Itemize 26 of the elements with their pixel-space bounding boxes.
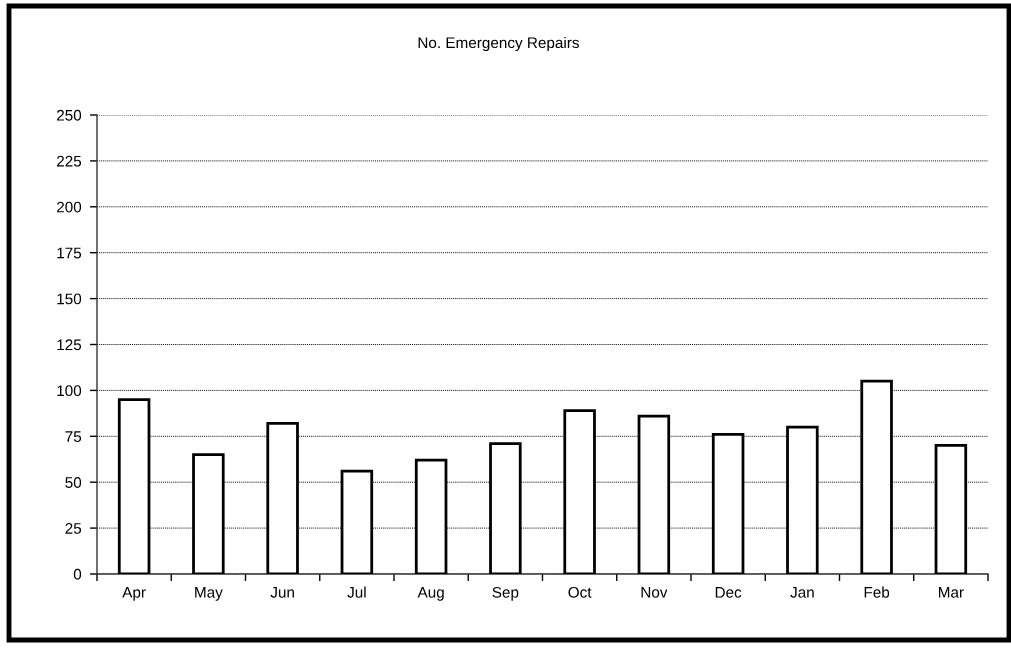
y-tick-label: 75 — [65, 431, 82, 442]
x-tick-label: Feb — [864, 586, 890, 598]
y-tick-label: 150 — [57, 293, 82, 305]
bar — [489, 442, 522, 574]
chart-title: No. Emergency Repairs — [418, 36, 579, 52]
bar — [860, 379, 893, 574]
x-tick-label: Nov — [641, 587, 668, 598]
x-tick-label: Aug — [417, 587, 444, 601]
y-tick-label: 50 — [65, 477, 82, 488]
x-tick-label: Mar — [938, 587, 964, 598]
x-tick-label: Jun — [270, 587, 294, 598]
x-tick-label: Apr — [122, 587, 146, 601]
y-tick-label: 125 — [57, 339, 82, 351]
y-tick-label: 200 — [57, 201, 82, 213]
y-tick-label: 100 — [57, 385, 82, 397]
y-tick-label: 25 — [65, 522, 82, 534]
x-tick-label: Jul — [347, 586, 366, 598]
x-tick-label: May — [195, 587, 223, 601]
y-tick-label: 0 — [73, 568, 82, 580]
x-tick-label: Sep — [492, 586, 519, 601]
y-tick-label: 250 — [57, 109, 82, 121]
y-tick-label: 225 — [57, 155, 82, 167]
y-tick-label: 175 — [57, 247, 82, 259]
x-tick-label: Dec — [715, 587, 742, 598]
x-tick-label: Jan — [790, 587, 814, 598]
x-tick-label: Oct — [568, 586, 592, 598]
